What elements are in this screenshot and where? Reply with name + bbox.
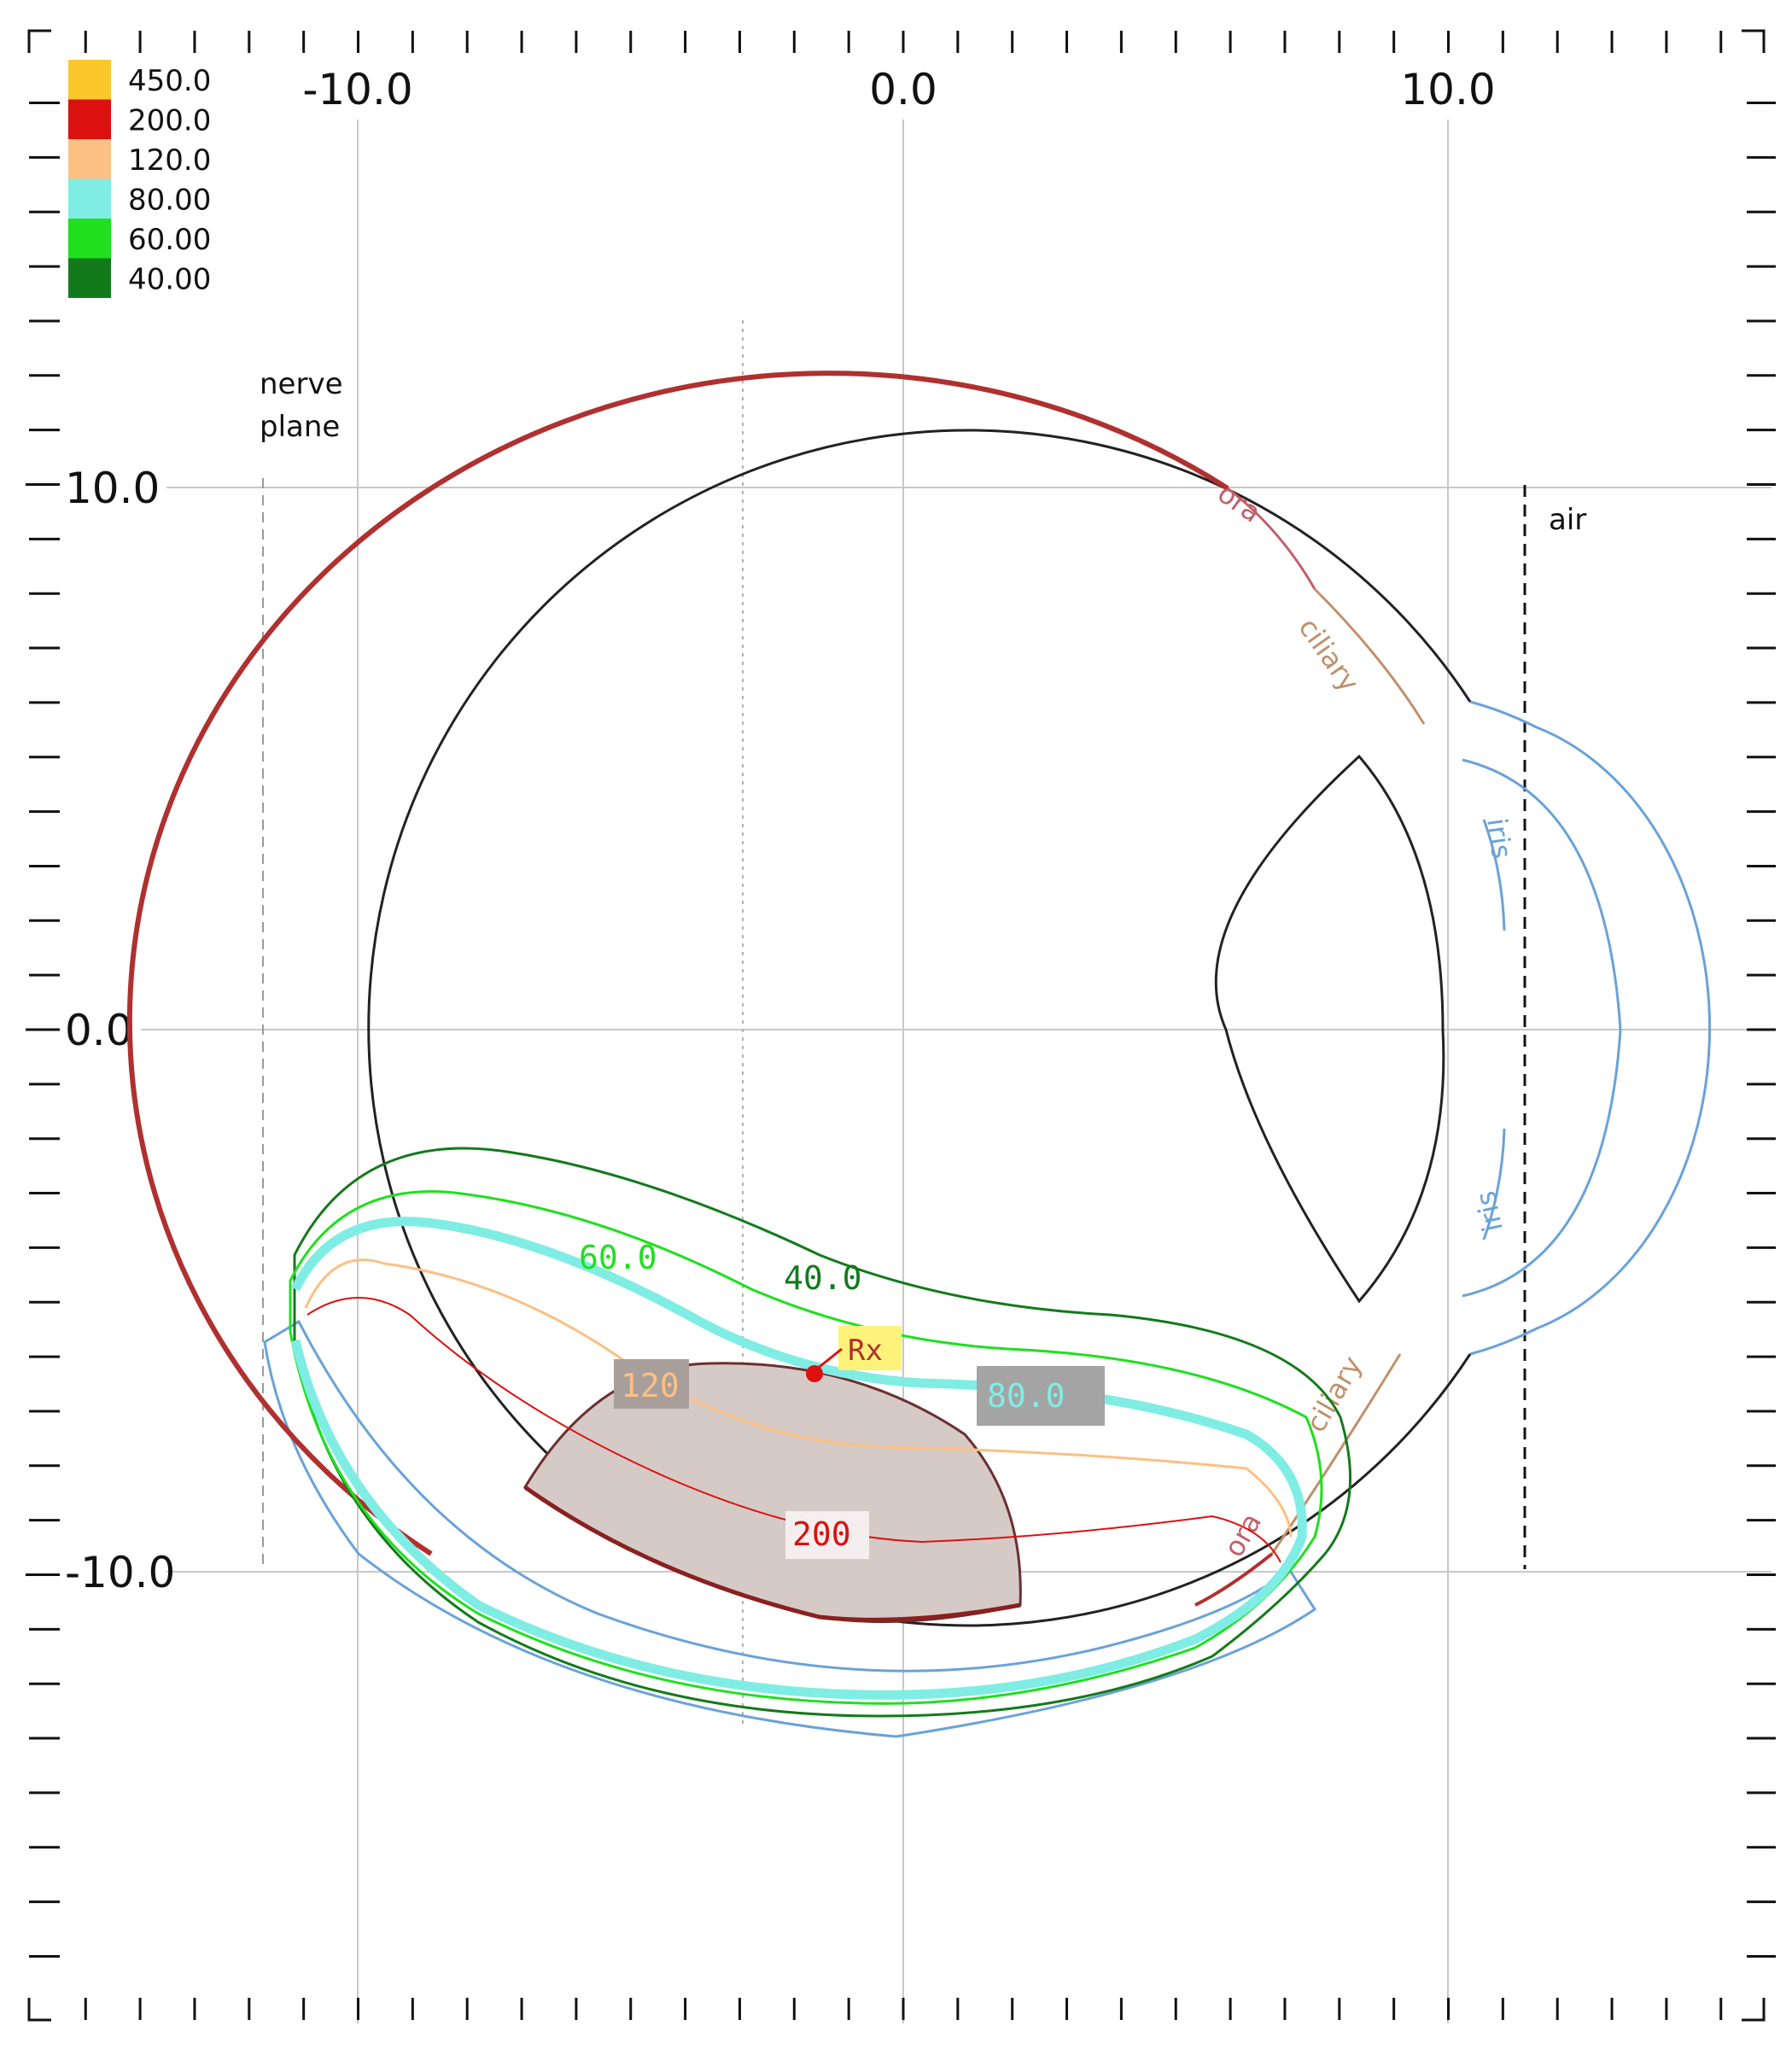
sclera-outer [367, 429, 1472, 1627]
isodose-60 [289, 1190, 1323, 1705]
frame-ticks [26, 31, 1776, 2020]
isodose-label-60: 60.0 [579, 1239, 657, 1276]
legend-label: 120.0 [128, 143, 211, 178]
retina-upper [126, 371, 1229, 1556]
y-tick-label-minus10: -10.0 [65, 1548, 175, 1597]
isodose-40 [293, 1147, 1351, 1718]
rx-leader [815, 1347, 843, 1371]
gridlines [141, 120, 1772, 2023]
isodose-label-120-box [614, 1359, 689, 1409]
iris-inner-upper [1482, 819, 1506, 931]
frame-corners [27, 29, 1766, 2022]
plane-label: plane [260, 410, 340, 444]
corner-top-right [1742, 29, 1766, 53]
x-tick-label-10: 10.0 [1400, 65, 1495, 114]
iris-label-upper: iris [1480, 816, 1518, 861]
isodose-curves [289, 1147, 1351, 1718]
tumor [523, 1362, 1022, 1624]
retina-ora-upper [1227, 487, 1316, 590]
corner-top-left [27, 29, 51, 53]
iris-shell-lower [263, 1319, 1317, 1738]
retina-ora-lower [1194, 1552, 1274, 1607]
iris-label-lower: iris [1469, 1188, 1509, 1235]
legend-label: 40.00 [128, 263, 211, 297]
isodose-label-120: 120 [621, 1367, 680, 1404]
rx-label-box [838, 1326, 902, 1370]
rx-label: Rx [848, 1334, 883, 1368]
isodose-label-80-box [977, 1366, 1105, 1426]
y-tick-label-0: 0.0 [65, 1006, 133, 1055]
legend-swatch [68, 139, 111, 179]
legend-swatch [68, 219, 111, 259]
legend: 450.0 200.0 120.0 80.00 60.00 40.00 [68, 60, 211, 298]
x-tick-label-0: 0.0 [869, 65, 937, 114]
iris-upper [1462, 758, 1622, 1298]
legend-label: 80.00 [128, 184, 211, 218]
nerve-label: nerve [260, 367, 342, 401]
iris-structures [263, 700, 1712, 1738]
legend-label: 200.0 [128, 104, 211, 138]
rx-point [806, 1365, 823, 1382]
isodose-label-200: 200 [792, 1515, 851, 1553]
legend-swatch [68, 99, 111, 139]
air-label: air [1549, 503, 1586, 537]
ora-label-lower: ora [1217, 1508, 1268, 1562]
legend-label: 60.00 [128, 223, 211, 257]
legend-swatch [68, 258, 111, 298]
isodose-120 [304, 1258, 1293, 1538]
corner-bottom-right [1742, 1998, 1766, 2022]
ciliary-label-upper: ciliary [1292, 612, 1365, 698]
isodose-label-40: 40.0 [784, 1259, 862, 1297]
lens [1214, 754, 1445, 1304]
iris-inner-lower [1482, 1128, 1506, 1240]
legend-swatch [68, 60, 111, 100]
legend-swatch [68, 178, 111, 219]
isodose-label-80: 80.0 [987, 1377, 1065, 1415]
isodose-label-200-box [785, 1511, 869, 1559]
tumor-base [523, 1485, 1021, 1622]
ciliary-upper [1313, 587, 1426, 725]
y-tick-label-10: 10.0 [65, 464, 160, 513]
isodose-80 [290, 1217, 1307, 1700]
cornea-outer [1469, 700, 1712, 1356]
legend-label: 450.0 [128, 64, 211, 98]
x-tick-label-minus10: -10.0 [302, 65, 412, 114]
corner-bottom-left [27, 1998, 51, 2022]
